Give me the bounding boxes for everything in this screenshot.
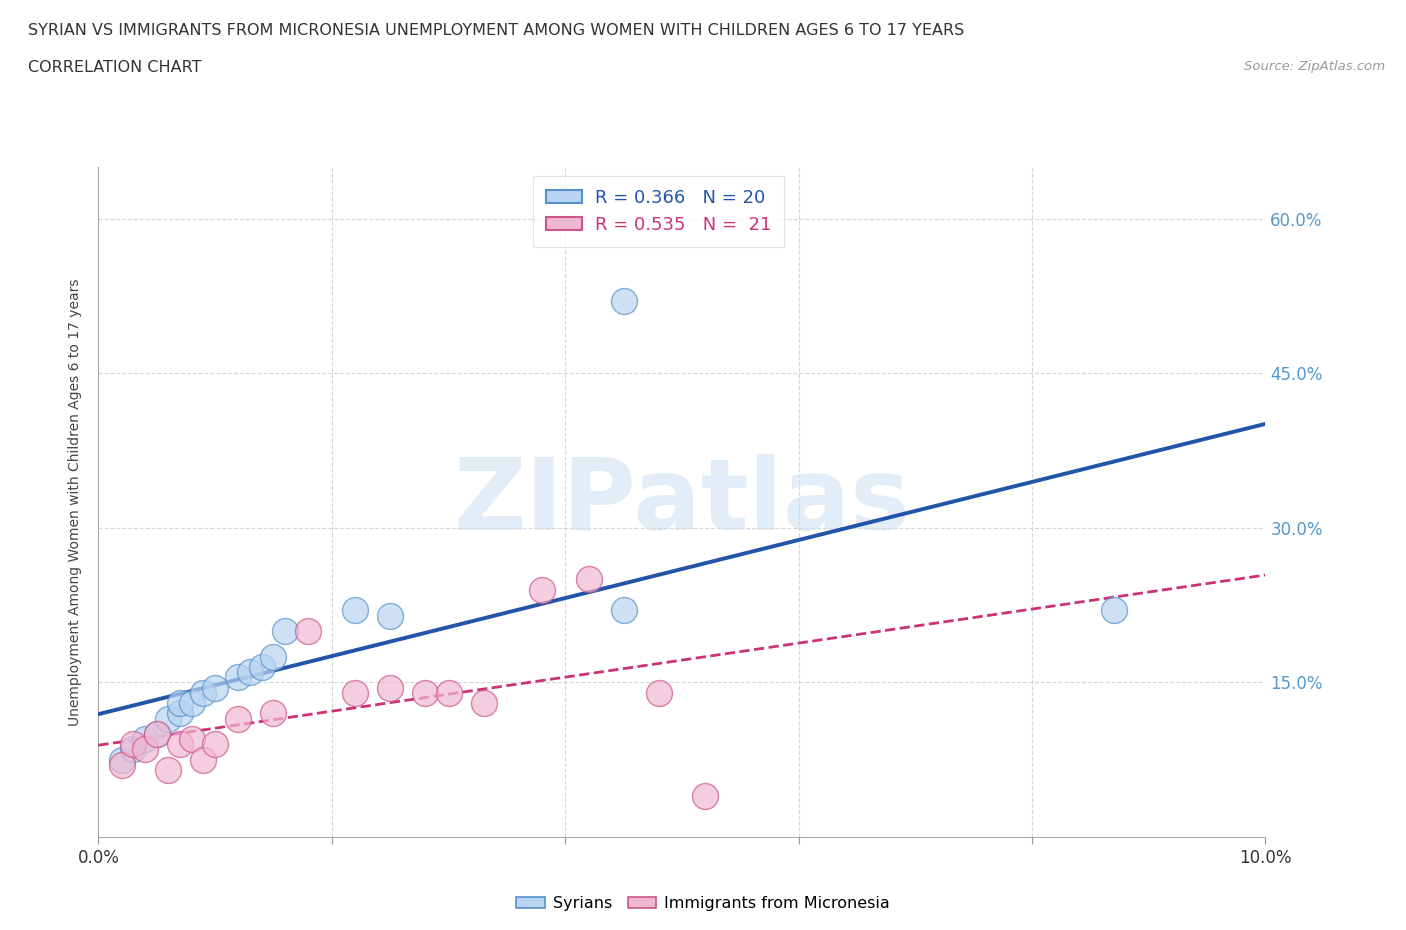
Point bbox=[530, 582, 553, 597]
Point bbox=[647, 685, 669, 700]
Point bbox=[437, 685, 460, 700]
Point bbox=[193, 685, 215, 700]
Point bbox=[204, 680, 226, 695]
Point bbox=[122, 737, 145, 751]
Point bbox=[378, 608, 402, 623]
Point bbox=[578, 572, 600, 587]
Point bbox=[413, 685, 436, 700]
Point bbox=[262, 706, 284, 721]
Point bbox=[169, 706, 191, 721]
Point bbox=[344, 685, 367, 700]
Point bbox=[146, 726, 169, 741]
Point bbox=[344, 603, 367, 618]
Point bbox=[111, 757, 134, 772]
Text: SYRIAN VS IMMIGRANTS FROM MICRONESIA UNEMPLOYMENT AMONG WOMEN WITH CHILDREN AGES: SYRIAN VS IMMIGRANTS FROM MICRONESIA UNE… bbox=[28, 23, 965, 38]
Point bbox=[193, 752, 215, 767]
Point bbox=[169, 737, 191, 751]
Point bbox=[134, 742, 156, 757]
Point bbox=[204, 737, 226, 751]
Point bbox=[1102, 603, 1125, 618]
Point bbox=[157, 711, 180, 726]
Text: Source: ZipAtlas.com: Source: ZipAtlas.com bbox=[1244, 60, 1385, 73]
Point bbox=[612, 603, 634, 618]
Point bbox=[169, 696, 191, 711]
Point bbox=[228, 670, 250, 684]
Point bbox=[180, 732, 202, 747]
Point bbox=[111, 752, 134, 767]
Point bbox=[146, 726, 169, 741]
Point bbox=[134, 732, 156, 747]
Point bbox=[695, 789, 717, 804]
Point bbox=[378, 680, 402, 695]
Point bbox=[472, 696, 495, 711]
Text: CORRELATION CHART: CORRELATION CHART bbox=[28, 60, 201, 75]
Legend: Syrians, Immigrants from Micronesia: Syrians, Immigrants from Micronesia bbox=[509, 890, 897, 917]
Legend: R = 0.366   N = 20, R = 0.535   N =  21: R = 0.366 N = 20, R = 0.535 N = 21 bbox=[533, 177, 783, 246]
Y-axis label: Unemployment Among Women with Children Ages 6 to 17 years: Unemployment Among Women with Children A… bbox=[69, 278, 83, 726]
Text: ZIPatlas: ZIPatlas bbox=[454, 454, 910, 551]
Point bbox=[239, 665, 262, 680]
Point bbox=[612, 294, 634, 309]
Point bbox=[122, 742, 145, 757]
Point bbox=[228, 711, 250, 726]
Point bbox=[274, 623, 297, 638]
Point bbox=[297, 623, 319, 638]
Point bbox=[250, 659, 273, 674]
Point bbox=[262, 649, 284, 664]
Point bbox=[180, 696, 202, 711]
Point bbox=[157, 763, 180, 777]
